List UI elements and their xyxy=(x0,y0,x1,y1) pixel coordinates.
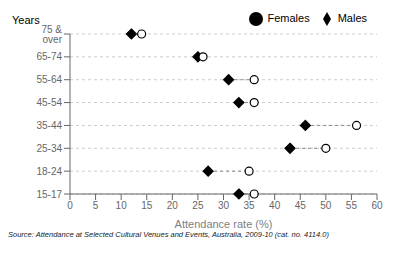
svg-text:75 &over: 75 &over xyxy=(41,24,62,45)
svg-text:0: 0 xyxy=(67,200,73,211)
svg-text:18-24: 18-24 xyxy=(36,166,62,177)
html-text:Source: Attendance at Selected: Source: Attendance at Selected Cultural … xyxy=(8,230,329,239)
svg-text:5: 5 xyxy=(93,200,99,211)
svg-text:25-34: 25-34 xyxy=(36,143,62,154)
svg-text:45: 45 xyxy=(295,200,307,211)
svg-text:30: 30 xyxy=(218,200,230,211)
html-text:Males: Males xyxy=(337,12,367,24)
svg-text:10: 10 xyxy=(116,200,128,211)
svg-text:35: 35 xyxy=(244,200,256,211)
svg-text:50: 50 xyxy=(320,200,332,211)
html-text:Years: Years xyxy=(12,14,40,26)
svg-text:35-44: 35-44 xyxy=(36,120,62,131)
svg-text:45-54: 45-54 xyxy=(36,97,62,108)
html-text:Females: Females xyxy=(267,12,310,24)
svg-text:55-64: 55-64 xyxy=(36,74,62,85)
svg-text:20: 20 xyxy=(167,200,179,211)
svg-text:60: 60 xyxy=(371,200,383,211)
svg-text:25: 25 xyxy=(192,200,204,211)
svg-text:15-17: 15-17 xyxy=(36,189,62,200)
svg-text:65-74: 65-74 xyxy=(36,51,62,62)
svg-text:Attendance rate (%): Attendance rate (%) xyxy=(175,218,273,230)
svg-text:40: 40 xyxy=(269,200,281,211)
svg-text:55: 55 xyxy=(346,200,358,211)
svg-text:15: 15 xyxy=(141,200,153,211)
